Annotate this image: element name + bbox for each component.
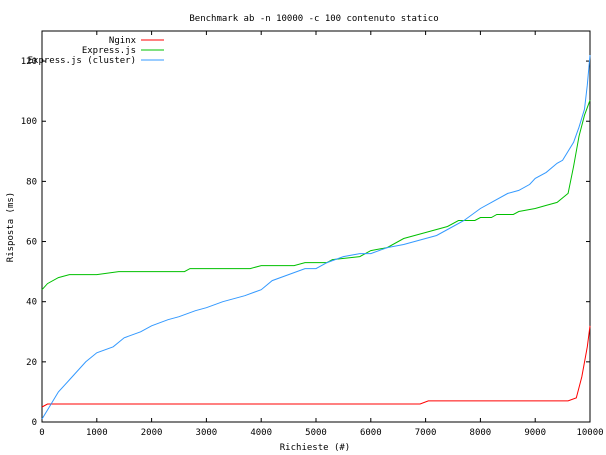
y-tick-label: 80 — [26, 177, 37, 187]
axis-ticks: 0 1000 2000 3000 4000 5000 6000 7000 8000 9000 100… — [21, 31, 604, 438]
x-tick-label: 10000 — [576, 428, 603, 438]
y-tick-label: 60 — [26, 238, 37, 248]
y-tick-label: 40 — [26, 298, 37, 308]
x-tick-label: 7000 — [415, 428, 437, 438]
y-tick-label: 100 — [21, 117, 37, 127]
x-tick-label: 1000 — [86, 428, 108, 438]
x-tick-label: 6000 — [360, 428, 382, 438]
x-tick-label: 3000 — [196, 428, 218, 438]
series-group — [41, 55, 591, 420]
x-tick-label: 4000 — [250, 428, 272, 438]
legend-label-1: Express.js — [82, 46, 136, 56]
legend-label-2: Express.js (cluster) — [28, 56, 136, 66]
y-tick-label: 0 — [32, 418, 37, 428]
series-line-2 — [41, 55, 591, 420]
plot-frame — [41, 30, 591, 423]
series-line-1 — [41, 100, 591, 291]
series-line-0 — [41, 325, 591, 408]
x-tick-label: 0 — [39, 428, 44, 438]
x-tick-label: 5000 — [305, 428, 327, 438]
y-tick-label: 20 — [26, 358, 37, 368]
y-tick-label: 120 — [21, 57, 37, 67]
x-axis-label: Richieste (#) — [280, 443, 350, 453]
legend-label-0: Nginx — [109, 36, 137, 46]
x-tick-label: 8000 — [470, 428, 492, 438]
x-tick-label: 2000 — [141, 428, 163, 438]
y-axis-label: Risposta (ms) — [6, 192, 16, 262]
x-tick-label: 9000 — [524, 428, 546, 438]
chart-title: Benchmark ab -n 10000 -c 100 contenuto s… — [189, 14, 438, 24]
